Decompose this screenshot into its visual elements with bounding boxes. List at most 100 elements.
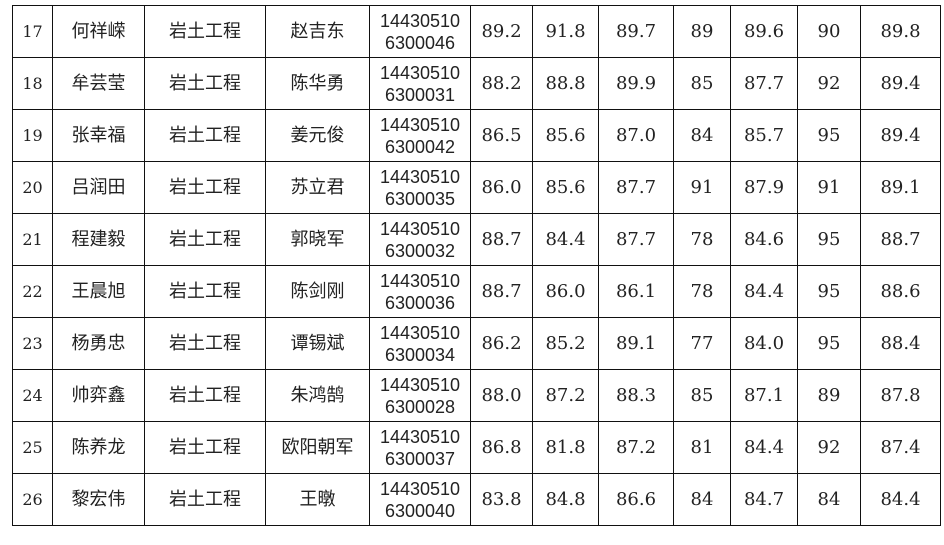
student-id-line: 14430510 [379,10,461,31]
score-cell: 87.7 [598,213,674,266]
student-name: 程建毅 [52,213,145,266]
score-cell: 88.3 [598,369,674,422]
score-cell: 78 [673,265,731,318]
advisor: 陈华勇 [265,57,370,110]
student-id-line: 6300042 [384,136,456,157]
score-cell: 81.8 [532,421,599,474]
score-cell: 91.8 [532,5,599,58]
student-id-line: 6300034 [384,344,456,365]
score-cell: 88.6 [860,265,941,318]
score-cell: 87.2 [598,421,674,474]
score-cell: 87.0 [598,109,674,162]
score-table: 17 何祥嵘 岩土工程 赵吉东 14430510 6300046 89.2 91.8 89.7 8… [12,5,941,526]
score-cell: 88.8 [532,57,599,110]
score-cell: 89.9 [598,57,674,110]
advisor: 陈剑刚 [265,265,370,318]
table-row: 18 牟芸莹 岩土工程 陈华勇 14430510 6300031 88.2 88.8 89.9 8… [12,57,941,110]
score-cell: 85.2 [532,317,599,370]
student-id-line: 6300037 [384,448,456,469]
score-cell: 95 [797,265,861,318]
score-cell: 85.6 [532,161,599,214]
score-cell: 84.4 [730,265,798,318]
score-cell: 87.2 [532,369,599,422]
major: 岩土工程 [144,213,266,266]
score-cell: 88.7 [470,213,533,266]
major: 岩土工程 [144,57,266,110]
student-name: 牟芸莹 [52,57,145,110]
score-cell: 87.9 [730,161,798,214]
student-id-line: 14430510 [379,270,461,291]
score-cell: 92 [797,57,861,110]
major: 岩土工程 [144,473,266,526]
student-name: 帅弈鑫 [52,369,145,422]
student-name: 吕润田 [52,161,145,214]
student-name: 张幸福 [52,109,145,162]
score-cell: 84.7 [730,473,798,526]
score-cell: 88.0 [470,369,533,422]
major: 岩土工程 [144,317,266,370]
advisor: 姜元俊 [265,109,370,162]
table-row: 21 程建毅 岩土工程 郭晓军 14430510 6300032 88.7 84.4 87.7 7… [12,213,941,266]
row-number: 24 [12,369,53,422]
student-id: 14430510 6300040 [369,473,471,526]
score-cell: 85.7 [730,109,798,162]
advisor: 欧阳朝军 [265,421,370,474]
score-cell: 87.7 [730,57,798,110]
score-cell: 89.8 [860,5,941,58]
student-id-line: 14430510 [379,218,461,239]
student-id-line: 14430510 [379,114,461,135]
row-number: 22 [12,265,53,318]
student-id: 14430510 6300037 [369,421,471,474]
table-row: 24 帅弈鑫 岩土工程 朱鸿鹄 14430510 6300028 88.0 87.2 88.3 8… [12,369,941,422]
student-id-line: 6300032 [384,240,456,261]
student-id: 14430510 6300035 [369,161,471,214]
score-cell: 86.5 [470,109,533,162]
score-cell: 84.8 [532,473,599,526]
advisor: 朱鸿鹄 [265,369,370,422]
score-cell: 86.6 [598,473,674,526]
student-id: 14430510 6300036 [369,265,471,318]
score-cell: 91 [673,161,731,214]
score-cell: 95 [797,317,861,370]
score-cell: 84.4 [730,421,798,474]
table-row: 23 杨勇忠 岩土工程 谭锡斌 14430510 6300034 86.2 85.2 89.1 7… [12,317,941,370]
major: 岩土工程 [144,369,266,422]
major: 岩土工程 [144,265,266,318]
score-cell: 89 [797,369,861,422]
student-id: 14430510 6300034 [369,317,471,370]
score-cell: 92 [797,421,861,474]
score-cell: 89.4 [860,109,941,162]
score-cell: 84.6 [730,213,798,266]
score-cell: 84 [797,473,861,526]
score-cell: 88.4 [860,317,941,370]
score-cell: 88.2 [470,57,533,110]
student-name: 陈养龙 [52,421,145,474]
student-id: 14430510 6300031 [369,57,471,110]
score-cell: 87.4 [860,421,941,474]
major: 岩土工程 [144,5,266,58]
score-cell: 88.7 [470,265,533,318]
table-row: 20 吕润田 岩土工程 苏立君 14430510 6300035 86.0 85.6 87.7 9… [12,161,941,214]
student-id-line: 14430510 [379,478,461,499]
score-cell: 84 [673,473,731,526]
table-row: 19 张幸福 岩土工程 姜元俊 14430510 6300042 86.5 85.6 87.0 8… [12,109,941,162]
major: 岩土工程 [144,421,266,474]
score-cell: 86.0 [470,161,533,214]
score-cell: 95 [797,109,861,162]
row-number: 20 [12,161,53,214]
student-id-line: 6300035 [384,188,456,209]
score-cell: 77 [673,317,731,370]
score-cell: 78 [673,213,731,266]
score-cell: 89 [673,5,731,58]
score-cell: 95 [797,213,861,266]
advisor: 王暾 [265,473,370,526]
score-cell: 85 [673,57,731,110]
row-number: 21 [12,213,53,266]
row-number: 17 [12,5,53,58]
student-id: 14430510 6300046 [369,5,471,58]
student-name: 杨勇忠 [52,317,145,370]
score-cell: 86.8 [470,421,533,474]
score-cell: 84.4 [860,473,941,526]
score-cell: 81 [673,421,731,474]
score-cell: 88.7 [860,213,941,266]
